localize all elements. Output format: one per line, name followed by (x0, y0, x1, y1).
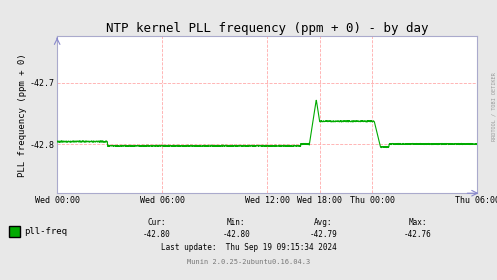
Text: Munin 2.0.25-2ubuntu0.16.04.3: Munin 2.0.25-2ubuntu0.16.04.3 (187, 259, 310, 265)
Title: NTP kernel PLL frequency (ppm + 0) - by day: NTP kernel PLL frequency (ppm + 0) - by … (106, 22, 428, 35)
Y-axis label: PLL frequency (ppm + 0): PLL frequency (ppm + 0) (17, 53, 27, 177)
Text: -42.76: -42.76 (404, 230, 431, 239)
Text: Min:: Min: (227, 218, 246, 227)
Text: Max:: Max: (408, 218, 427, 227)
Text: pll-freq: pll-freq (24, 227, 67, 236)
Text: Cur:: Cur: (147, 218, 166, 227)
Text: RRDTOOL / TOBI OETIKER: RRDTOOL / TOBI OETIKER (491, 72, 496, 141)
Text: -42.80: -42.80 (222, 230, 250, 239)
Text: Avg:: Avg: (314, 218, 332, 227)
Text: -42.79: -42.79 (309, 230, 337, 239)
Text: -42.80: -42.80 (143, 230, 170, 239)
Text: Last update:  Thu Sep 19 09:15:34 2024: Last update: Thu Sep 19 09:15:34 2024 (161, 243, 336, 252)
